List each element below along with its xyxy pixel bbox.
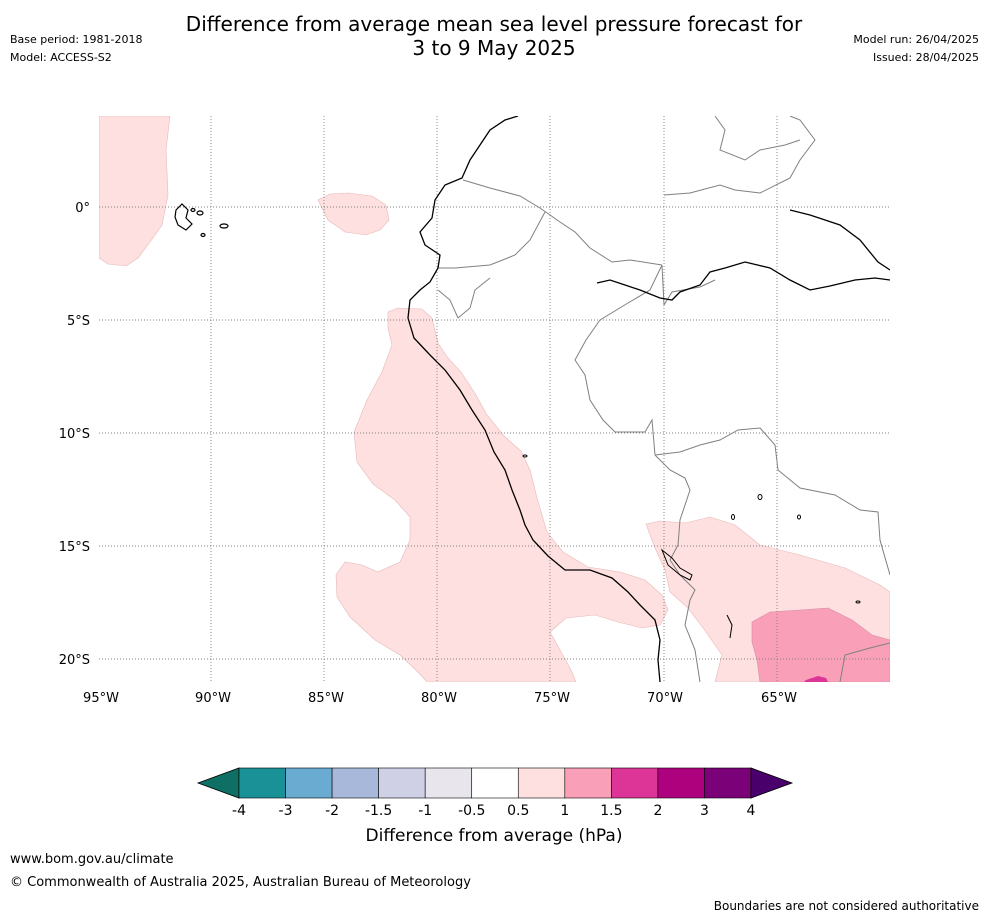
website-link[interactable]: www.bom.gov.au/climate xyxy=(10,852,174,867)
coast-pacific xyxy=(407,116,661,682)
border-brazil-north xyxy=(661,264,716,307)
border-colombia-venezuela xyxy=(663,116,816,196)
colorbar-extend-high xyxy=(750,767,794,799)
colorbar-tick-label: 2 xyxy=(653,803,662,819)
map-panel xyxy=(99,116,890,682)
colorbar-segment xyxy=(238,767,286,799)
colorbar-tick-label: -2 xyxy=(325,803,339,819)
border-peru-bolivia xyxy=(654,454,696,601)
colorbar-segment xyxy=(657,767,705,799)
title-line-1: Difference from average mean sea level p… xyxy=(185,12,803,36)
colorbar-tick-label: -1 xyxy=(418,803,432,819)
gridlines xyxy=(99,116,890,682)
colorbar-tick-label: 0.5 xyxy=(507,803,529,819)
colorbar-segment xyxy=(424,767,473,799)
lake-titicaca xyxy=(660,548,693,581)
colorbar-segment xyxy=(378,767,426,799)
border-ecuador-peru xyxy=(438,211,546,269)
lat-label: 0° xyxy=(75,201,90,216)
colorbar-tick-label: 1.5 xyxy=(600,803,622,819)
border-chile-bolivia xyxy=(684,599,701,682)
colorbar-tick-label: 3 xyxy=(700,803,709,819)
colorbar-segment xyxy=(285,767,333,799)
model-text: Model: ACCESS-S2 xyxy=(10,51,112,64)
base-period-text: Base period: 1981-2018 xyxy=(10,33,143,46)
issued-text: Issued: 28/04/2025 xyxy=(872,51,979,64)
title-line-2: 3 to 9 May 2025 xyxy=(412,36,576,60)
copyright-text: © Commonwealth of Australia 2025, Austra… xyxy=(10,875,471,890)
border-ecuador-south xyxy=(437,277,491,319)
lon-label: 95°W xyxy=(83,691,119,706)
lon-label: 70°W xyxy=(647,691,683,706)
coastlines xyxy=(407,116,890,682)
meta-right: Model run: 26/04/2025 Issued: 28/04/2025 xyxy=(853,31,979,67)
lon-label: 85°W xyxy=(308,691,344,706)
colorbar-tick-label: 1 xyxy=(560,803,569,819)
colorbar-segment xyxy=(704,767,752,799)
lat-label: 10°S xyxy=(59,427,90,442)
colorbar-segment xyxy=(611,767,659,799)
coast-caribbean xyxy=(596,261,890,301)
anomaly-region-west xyxy=(99,116,171,267)
lat-label: 15°S xyxy=(59,540,90,555)
lon-label: 75°W xyxy=(534,691,570,706)
disclaimer-text: Boundaries are not considered authoritat… xyxy=(713,899,979,913)
lon-label: 80°W xyxy=(421,691,457,706)
inland-features xyxy=(522,454,861,639)
lat-label: 5°S xyxy=(67,314,90,329)
colorbar-segment xyxy=(564,767,612,799)
colorbar-tick-label: 4 xyxy=(747,803,756,819)
longitude-labels: 95°W 90°W 85°W 80°W 75°W 70°W 65°W xyxy=(83,691,797,706)
border-peru-brazil xyxy=(574,264,663,456)
colorbar-tick-label: -4 xyxy=(232,803,246,819)
border-paraguay xyxy=(839,642,890,682)
galapagos-islands xyxy=(174,203,229,238)
border-guyana xyxy=(714,116,801,161)
lon-label: 90°W xyxy=(195,691,231,706)
border-colombia-ecuador-peru xyxy=(462,179,663,266)
latitude-labels: 0° 5°S 10°S 15°S 20°S xyxy=(59,201,90,668)
colorbar-segment xyxy=(517,767,566,799)
anomaly-region-south-east-peak xyxy=(804,676,828,682)
colorbar: -4 -3 -2 -1.5 -1 -0.5 0.5 1 1.5 2 3 4 xyxy=(196,767,794,819)
meta-left: Base period: 1981-2018 Model: ACCESS-S2 xyxy=(10,31,142,67)
border-bolivia xyxy=(654,427,890,576)
colorbar-extend-low xyxy=(196,767,240,799)
lat-label: 20°S xyxy=(59,653,90,668)
map-title: Difference from average mean sea level p… xyxy=(0,12,988,60)
lon-label: 65°W xyxy=(761,691,797,706)
colorbar-segment xyxy=(471,767,519,799)
colorbar-title: Difference from average (hPa) xyxy=(365,826,623,846)
colorbar-tick-label: -3 xyxy=(279,803,293,819)
colorbar-tick-label: -0.5 xyxy=(458,803,485,819)
anomaly-region-ocean-small xyxy=(317,192,390,236)
anomaly-shading xyxy=(99,116,890,682)
colorbar-tick-label: -1.5 xyxy=(365,803,392,819)
anomaly-region-south-east-strong xyxy=(751,607,890,682)
colorbar-segment xyxy=(331,767,379,799)
model-run-text: Model run: 26/04/2025 xyxy=(853,33,979,46)
country-borders xyxy=(437,116,890,682)
coast-lake xyxy=(789,209,890,271)
anomaly-region-coastal xyxy=(335,307,669,682)
